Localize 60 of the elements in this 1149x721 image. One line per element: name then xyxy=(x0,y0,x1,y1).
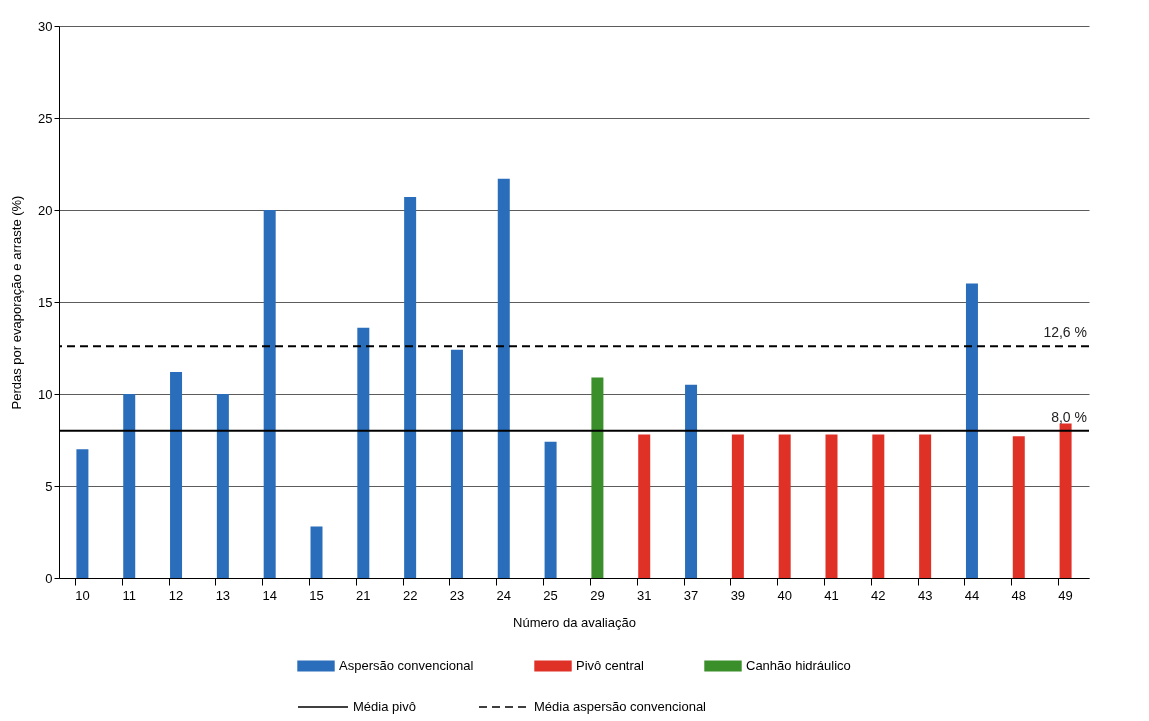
x-tick-label: 37 xyxy=(683,587,699,603)
x-tick-label: 23 xyxy=(449,587,465,603)
y-tick-label: 5 xyxy=(45,478,53,494)
x-tick-label: 29 xyxy=(590,587,605,603)
x-tick-label: 49 xyxy=(1058,587,1073,603)
x-tick-label: 10 xyxy=(75,587,90,603)
y-tick-label: 0 xyxy=(45,570,53,586)
x-tick-label: 39 xyxy=(730,587,746,603)
x-tick-label: 44 xyxy=(964,587,980,603)
y-tick-label: 25 xyxy=(38,110,53,126)
x-tick-label: 40 xyxy=(777,587,792,603)
bar xyxy=(731,434,744,578)
bar xyxy=(1012,436,1025,578)
bar xyxy=(1059,423,1072,578)
legend-label: Aspersão convencional xyxy=(339,658,474,673)
bar xyxy=(216,394,229,578)
legend-label: Canhão hidráulico xyxy=(746,658,851,673)
x-tick-label: 42 xyxy=(871,587,886,603)
y-axis-title: Perdas por evaporação e arraste (%) xyxy=(9,195,25,410)
annotation: 12,6 % xyxy=(1043,324,1087,341)
y-tick-label: 10 xyxy=(38,386,53,402)
x-tick-label: 15 xyxy=(309,587,324,603)
x-tick-label: 31 xyxy=(636,587,652,603)
legend-label: Pivô central xyxy=(576,658,645,673)
bar xyxy=(778,434,791,578)
bar xyxy=(965,283,978,578)
y-tick-label: 15 xyxy=(38,294,53,310)
x-tick-label: 12 xyxy=(168,587,184,603)
bar xyxy=(685,384,698,578)
legend-label: Média pivô xyxy=(353,699,416,714)
x-tick-label: 43 xyxy=(917,587,933,603)
x-tick-label: 25 xyxy=(543,587,558,603)
annotation: 8,0 % xyxy=(1051,408,1087,425)
bar xyxy=(591,377,604,578)
y-tick-label: 30 xyxy=(38,18,53,34)
bar xyxy=(76,449,89,578)
bar xyxy=(497,178,510,578)
bar xyxy=(310,526,323,578)
bar xyxy=(872,434,885,578)
x-tick-label: 13 xyxy=(215,587,231,603)
bar xyxy=(825,434,838,578)
bar xyxy=(263,210,276,578)
x-tick-label: 11 xyxy=(122,587,136,603)
bar xyxy=(638,434,651,578)
legend-label: Média aspersão convencional xyxy=(534,699,707,714)
x-tick-label: 14 xyxy=(262,587,277,603)
x-tick-label: 41 xyxy=(824,587,839,603)
bar xyxy=(123,394,136,578)
x-tick-label: 22 xyxy=(402,587,418,603)
bar xyxy=(544,441,557,578)
y-tick-label: 20 xyxy=(38,202,53,218)
bar xyxy=(404,197,417,578)
x-axis-title: Número da avaliação xyxy=(513,614,636,630)
bar xyxy=(919,434,932,578)
bar xyxy=(357,327,370,578)
x-tick-label: 21 xyxy=(356,587,371,603)
x-tick-label: 48 xyxy=(1011,587,1027,603)
bar xyxy=(450,349,463,578)
x-tick-label: 24 xyxy=(496,587,512,603)
bar xyxy=(170,371,183,578)
